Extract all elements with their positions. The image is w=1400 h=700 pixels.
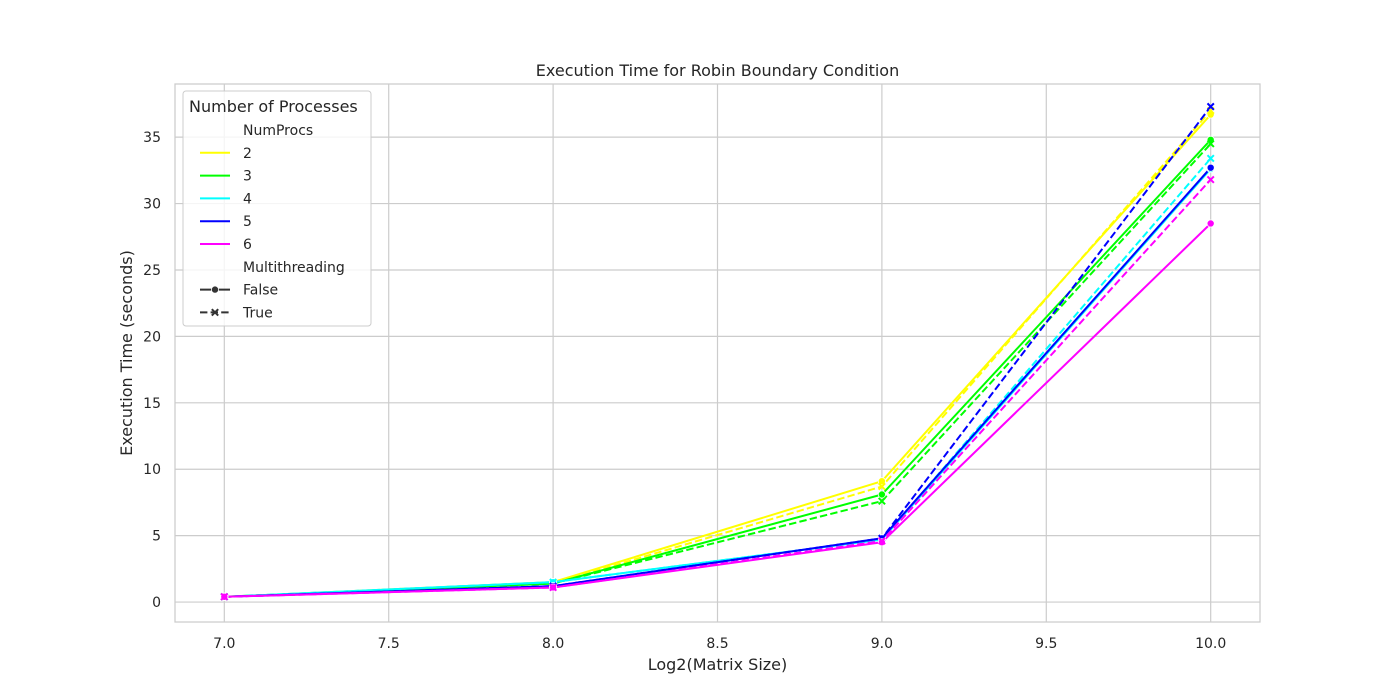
data-point: [1206, 219, 1215, 228]
legend-title: Number of Processes: [189, 97, 358, 116]
series-line-6-true: [224, 178, 1212, 598]
data-point: [1206, 102, 1215, 111]
legend-item-label: 3: [243, 169, 252, 185]
x-tick-label: 10.0: [1195, 636, 1226, 652]
x-tick-label: 9.5: [1035, 636, 1057, 652]
x-axis-title: Log2(Matrix Size): [648, 655, 788, 674]
x-tick-label: 9.0: [871, 636, 893, 652]
legend: Number of Processes NumProcs 2 3 4 5 6 Multithr…: [182, 90, 372, 327]
data-point: [549, 583, 558, 592]
legend-marker-icon: [210, 285, 219, 294]
data-point: [877, 537, 886, 545]
marker-group: [220, 102, 1215, 601]
legend-item-label: 4: [243, 191, 252, 207]
legend-item-label: True: [242, 305, 273, 321]
legend-group-title-numprocs: NumProcs: [243, 123, 313, 139]
y-tick-label: 35: [143, 130, 161, 146]
data-point: [1206, 175, 1215, 184]
data-point: [220, 592, 229, 601]
x-tick-label: 8.0: [542, 636, 564, 652]
data-point: [877, 497, 886, 506]
y-tick-label: 25: [143, 263, 161, 279]
x-tick-label: 8.5: [706, 636, 728, 652]
plot-frame: [174, 83, 1261, 623]
series-group: [224, 105, 1212, 598]
y-tick-label: 30: [143, 197, 161, 213]
x-tick-label: 7.0: [213, 636, 235, 652]
legend-box: [182, 90, 372, 327]
legend-item-label: False: [243, 283, 278, 299]
data-point: [1206, 163, 1215, 172]
data-point: [877, 482, 886, 491]
legend-item-label: 2: [243, 146, 252, 162]
y-tick-label: 5: [152, 529, 161, 545]
data-point: [877, 477, 886, 486]
legend-item-label: 5: [243, 214, 252, 230]
series-line-4-true: [224, 157, 1212, 598]
legend-item-label: 6: [243, 237, 252, 253]
legend-group-title-multithreading: Multithreading: [243, 260, 345, 276]
y-tick-label: 10: [143, 462, 161, 478]
y-tick-label: 15: [143, 396, 161, 412]
y-axis-title: Execution Time (seconds): [117, 250, 136, 456]
x-tick-label: 7.5: [378, 636, 400, 652]
data-point: [1206, 139, 1215, 148]
y-tick-label: 20: [143, 329, 161, 345]
y-tick-label: 0: [152, 595, 161, 611]
data-point: [877, 490, 886, 499]
legend-marker-icon: [211, 308, 219, 317]
data-point: [1206, 154, 1215, 163]
chart-title: Execution Time for Robin Boundary Condit…: [536, 61, 899, 80]
